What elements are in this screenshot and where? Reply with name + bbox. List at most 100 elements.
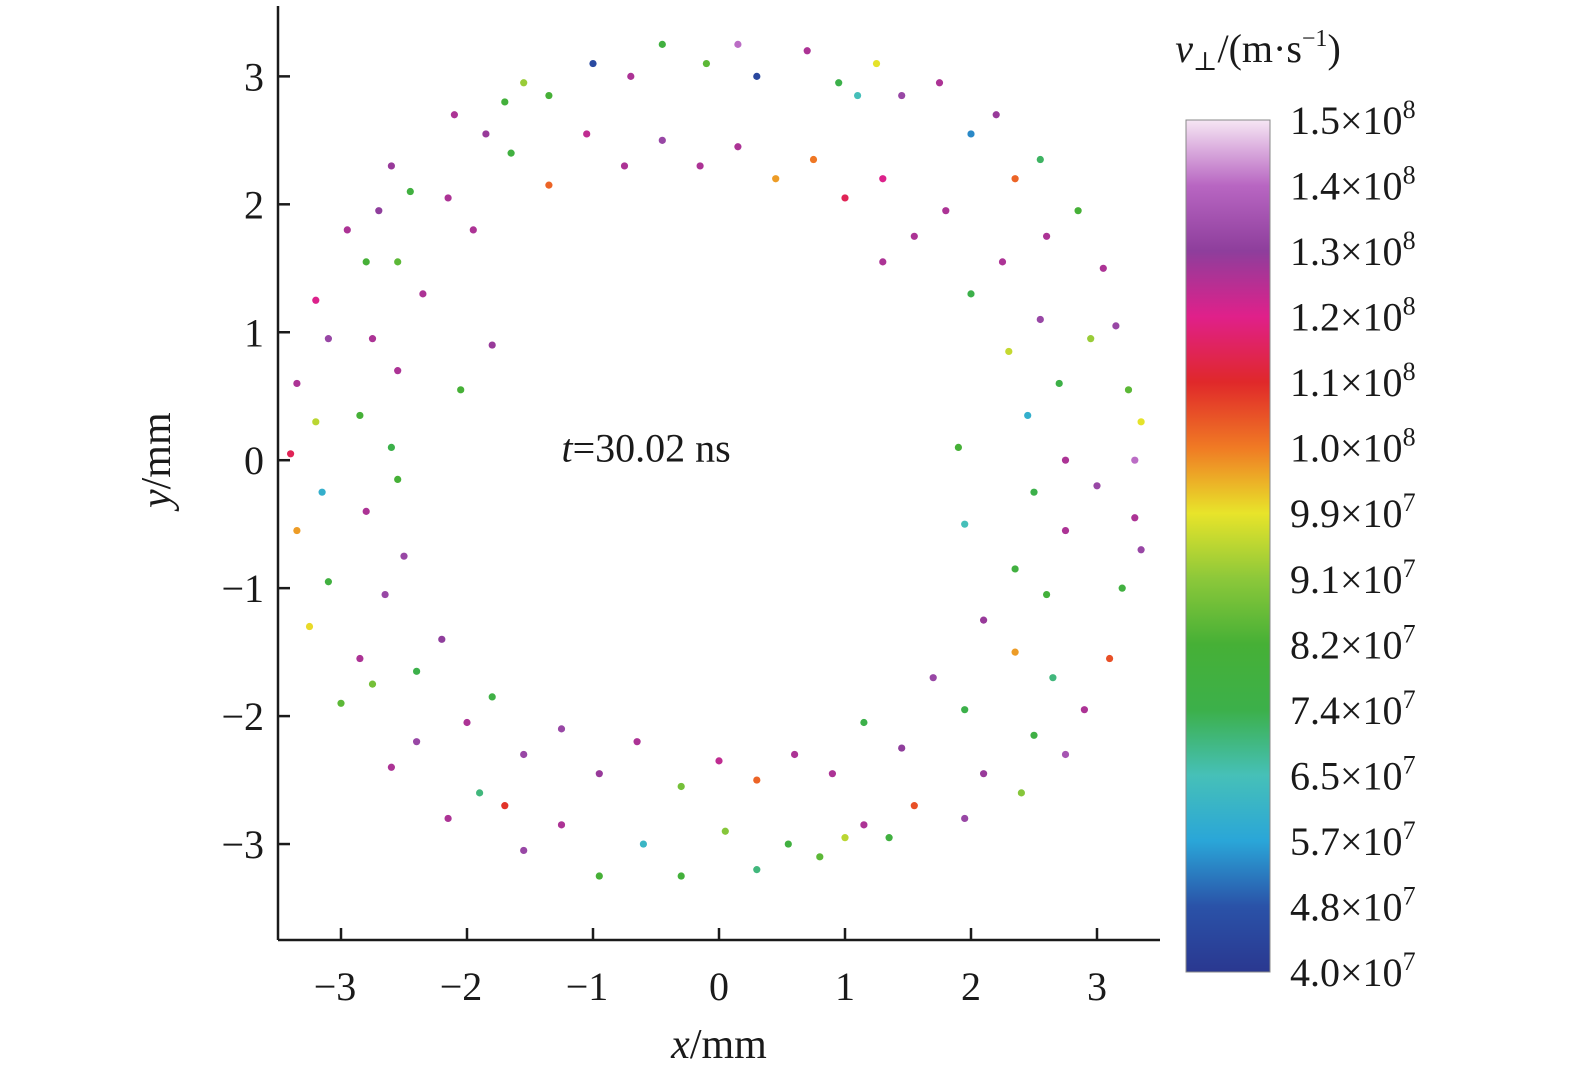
data-point (998, 258, 1007, 266)
data-point (413, 667, 421, 675)
data-point (841, 834, 849, 842)
colorbar-tick-label: 9.9×107 (1290, 488, 1416, 536)
data-point (520, 846, 528, 855)
data-point (312, 418, 320, 426)
data-point (400, 552, 408, 560)
data-point (287, 450, 295, 458)
x-tick-label: −3 (314, 964, 357, 1009)
data-point (368, 680, 377, 688)
data-point (406, 187, 414, 196)
data-point (967, 290, 975, 298)
data-point (885, 834, 893, 842)
data-point (935, 79, 944, 87)
data-point (942, 207, 950, 215)
data-point (967, 130, 975, 138)
data-point (501, 802, 509, 810)
colorbar-gradient (1185, 119, 1271, 973)
colorbar-tick-label: 5.7×107 (1290, 816, 1416, 864)
data-point (375, 207, 383, 215)
y-tick-label: −1 (221, 566, 264, 611)
data-point (828, 770, 837, 778)
scatter-points (287, 40, 1145, 880)
y-axis-ticks: −3 −2 −1 0 1 2 3 (221, 54, 290, 867)
data-point (343, 226, 351, 234)
data-point (1137, 546, 1145, 554)
data-point (1131, 456, 1139, 464)
data-point (419, 290, 427, 298)
data-point (809, 155, 818, 164)
data-point (677, 872, 685, 880)
data-point (677, 782, 685, 791)
colorbar-tick-label: 1.4×108 (1290, 161, 1416, 209)
data-point (1118, 584, 1126, 592)
x-tick-label: 0 (709, 964, 729, 1009)
data-point (835, 79, 843, 87)
data-point (1061, 750, 1070, 759)
colorbar-tick-label: 9.1×107 (1290, 554, 1416, 602)
x-tick-label: 2 (961, 964, 981, 1009)
data-point (658, 136, 666, 144)
data-point (337, 699, 345, 707)
data-point (639, 840, 648, 848)
data-point (394, 475, 402, 483)
data-point (753, 866, 761, 874)
data-point (1017, 789, 1025, 797)
data-point (1131, 514, 1139, 522)
data-point (589, 59, 597, 68)
data-point (545, 181, 553, 189)
data-point (1124, 386, 1133, 394)
x-tick-label: −2 (440, 964, 483, 1009)
data-point (312, 296, 320, 304)
data-point (324, 578, 332, 586)
data-point (381, 590, 389, 599)
data-point (293, 379, 301, 388)
data-point (658, 40, 666, 48)
colorbar-labels: 1.5×108 1.4×108 1.3×108 1.2×108 1.1×108 1.0×1… (1290, 95, 1416, 995)
data-point (910, 802, 918, 810)
data-point (803, 47, 811, 55)
colorbar-tick-label: 1.3×108 (1290, 226, 1416, 274)
data-point (1011, 565, 1019, 573)
data-point (595, 872, 603, 880)
data-point (980, 616, 988, 624)
data-point (362, 258, 370, 266)
data-point (476, 789, 484, 797)
data-point (1049, 674, 1057, 682)
colorbar-tick-label: 7.4×107 (1290, 685, 1416, 733)
data-point (734, 143, 742, 151)
data-point (961, 706, 969, 714)
data-point (356, 654, 364, 663)
colorbar-tick-label: 1.2×108 (1290, 292, 1416, 340)
data-point (457, 386, 465, 394)
data-point (1043, 232, 1051, 240)
data-point (1043, 590, 1051, 599)
data-point (394, 258, 402, 266)
data-point (929, 674, 937, 682)
data-point (387, 443, 395, 452)
data-point (715, 757, 723, 765)
data-point (1011, 175, 1019, 183)
data-point (898, 744, 906, 752)
data-point (1074, 207, 1082, 215)
colorbar-tick-label: 4.0×107 (1290, 947, 1416, 995)
data-point (444, 194, 452, 202)
data-point (879, 258, 887, 266)
y-tick-label: −3 (221, 822, 264, 867)
axes (276, 6, 1160, 942)
data-point (1080, 706, 1088, 714)
data-point (501, 98, 509, 106)
data-point (980, 770, 988, 778)
y-tick-label: 2 (244, 182, 264, 227)
data-point (898, 91, 906, 100)
data-point (356, 411, 364, 420)
data-point (910, 232, 918, 240)
x-tick-label: 3 (1087, 964, 1107, 1009)
data-point (1011, 648, 1019, 656)
data-point (324, 335, 332, 343)
data-point (469, 226, 477, 234)
data-point (463, 718, 471, 727)
data-point (954, 443, 963, 452)
data-point (520, 750, 528, 759)
data-point (507, 149, 515, 157)
